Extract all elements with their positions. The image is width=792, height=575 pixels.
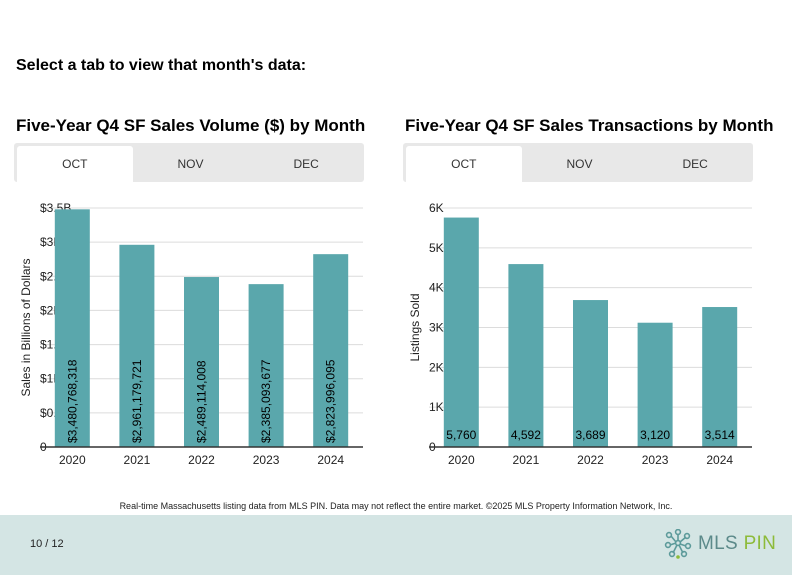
bar-data-label: 3,514 [705, 428, 735, 442]
footnote: Real-time Massachusetts listing data fro… [119, 501, 673, 511]
logo-mls-text: MLS [698, 533, 738, 554]
x-tick-label: 2022 [577, 453, 604, 467]
sales-transactions-panel: Five-Year Q4 SF Sales Transactions by Mo… [403, 116, 785, 476]
bar-data-label: 3,120 [640, 428, 670, 442]
tab-oct[interactable]: OCT [406, 146, 522, 182]
sales-volume-panel: Five-Year Q4 SF Sales Volume ($) by Mont… [14, 116, 396, 476]
chart-title: Five-Year Q4 SF Sales Volume ($) by Mont… [16, 116, 366, 135]
bar[interactable] [702, 307, 738, 447]
logo-network-icon [664, 529, 692, 559]
x-tick-label: 2023 [642, 453, 669, 467]
bar-data-label: $2,385,093,677 [259, 359, 273, 443]
bar-data-label: $3,480,768,318 [65, 359, 79, 443]
bar[interactable] [573, 300, 608, 447]
bar-data-label: 5,760 [446, 428, 476, 442]
y-tick-label: 4K [429, 281, 444, 295]
logo-pin-text: PIN [743, 533, 777, 554]
footer: 10 / 12 MLS PIN [0, 515, 792, 575]
x-tick-label: 2024 [317, 453, 344, 467]
tab-oct[interactable]: OCT [17, 146, 133, 182]
tab-dec[interactable]: DEC [682, 157, 708, 171]
month-tabs: OCT NOV DEC [403, 143, 753, 182]
bar-data-label: $2,489,114,008 [195, 360, 209, 443]
y-tick-label: 3K [429, 321, 444, 335]
x-tick-label: 2021 [513, 453, 540, 467]
instruction-text: Select a tab to view that month's data: [16, 57, 307, 74]
bar[interactable] [443, 217, 479, 447]
tab-nov[interactable]: NOV [566, 157, 593, 171]
x-tick-label: 2020 [448, 453, 475, 467]
y-tick-label: 5K [429, 241, 444, 255]
x-tick-label: 2023 [253, 453, 280, 467]
month-tabs: OCT NOV DEC [14, 143, 364, 182]
bar[interactable] [508, 264, 544, 447]
chart-title: Five-Year Q4 SF Sales Transactions by Mo… [405, 116, 774, 135]
bar[interactable] [54, 209, 90, 447]
x-tick-label: 2021 [124, 453, 151, 467]
bar-data-label: 4,592 [511, 428, 541, 442]
tab-nov[interactable]: NOV [177, 157, 204, 171]
bar[interactable] [637, 322, 673, 447]
mls-pin-logo: MLS PIN [664, 529, 776, 559]
x-tick-label: 2020 [59, 453, 86, 467]
y-tick-label: 2K [429, 360, 444, 374]
bar[interactable] [184, 277, 219, 447]
bar-data-label: $2,961,179,721 [130, 359, 144, 443]
x-tick-label: 2024 [706, 453, 733, 467]
y-axis-label: Sales in Billions of Dollars [19, 258, 33, 396]
y-tick-label: 6K [429, 201, 444, 215]
bar[interactable] [119, 244, 155, 447]
bar-data-label: 3,689 [575, 428, 605, 442]
page-number: 10 / 12 [30, 538, 64, 550]
bar[interactable] [248, 284, 284, 447]
x-tick-label: 2022 [188, 453, 215, 467]
bar-data-label: $2,823,996,095 [324, 359, 338, 443]
y-tick-label: 1K [429, 400, 444, 414]
y-axis-label: Listings Sold [408, 293, 422, 361]
bar[interactable] [313, 254, 349, 447]
tab-dec[interactable]: DEC [293, 157, 319, 171]
